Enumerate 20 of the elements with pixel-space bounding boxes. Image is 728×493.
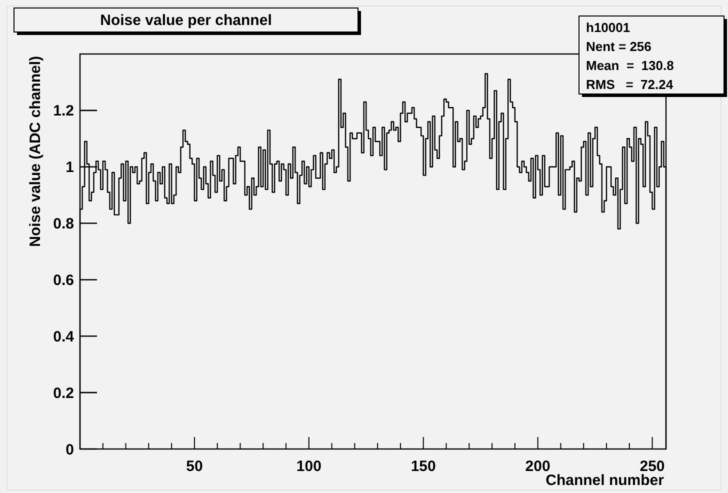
y-tick-label: 0.6	[53, 272, 74, 289]
x-tick-label: 150	[410, 458, 436, 475]
chart-title: Noise value per channel	[100, 12, 272, 29]
x-tick-label: 200	[525, 458, 550, 475]
x-axis-title: Channel number	[546, 472, 664, 489]
y-tick-label: 1.2	[53, 102, 74, 120]
annotation: Mean = 130.8	[586, 58, 674, 73]
y-tick-label: 0.8	[53, 216, 74, 233]
x-tick-label: 50	[186, 458, 203, 475]
y-axis-title: Noise value (ADC channel)	[27, 56, 44, 247]
x-tick-label: 250	[640, 458, 665, 475]
annotation: RMS = 72.24	[586, 77, 674, 92]
y-tick-label: 1	[66, 159, 74, 176]
annotation: Nent = 256	[586, 39, 652, 54]
y-tick-label: 0.4	[53, 328, 75, 346]
y-tick-label: 0.2	[53, 384, 74, 402]
x-tick-label: 100	[296, 458, 322, 475]
title-box: Noise value per channel	[14, 8, 361, 35]
stats-box: h10001 Nent = 256 Mean = 130.8 RMS = 72.24	[578, 16, 727, 97]
y-tick-label: 0	[66, 441, 74, 458]
